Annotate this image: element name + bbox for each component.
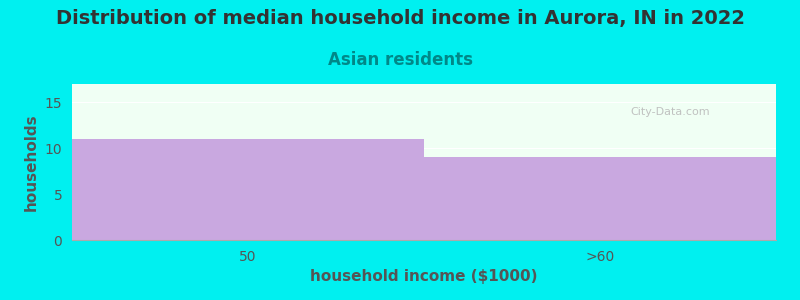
X-axis label: household income ($1000): household income ($1000) [310, 269, 538, 284]
Bar [72, 139, 424, 240]
Bar [424, 158, 776, 240]
Y-axis label: households: households [24, 113, 39, 211]
Text: Distribution of median household income in Aurora, IN in 2022: Distribution of median household income … [55, 9, 745, 28]
Text: City-Data.com: City-Data.com [630, 107, 710, 117]
Text: Asian residents: Asian residents [327, 51, 473, 69]
